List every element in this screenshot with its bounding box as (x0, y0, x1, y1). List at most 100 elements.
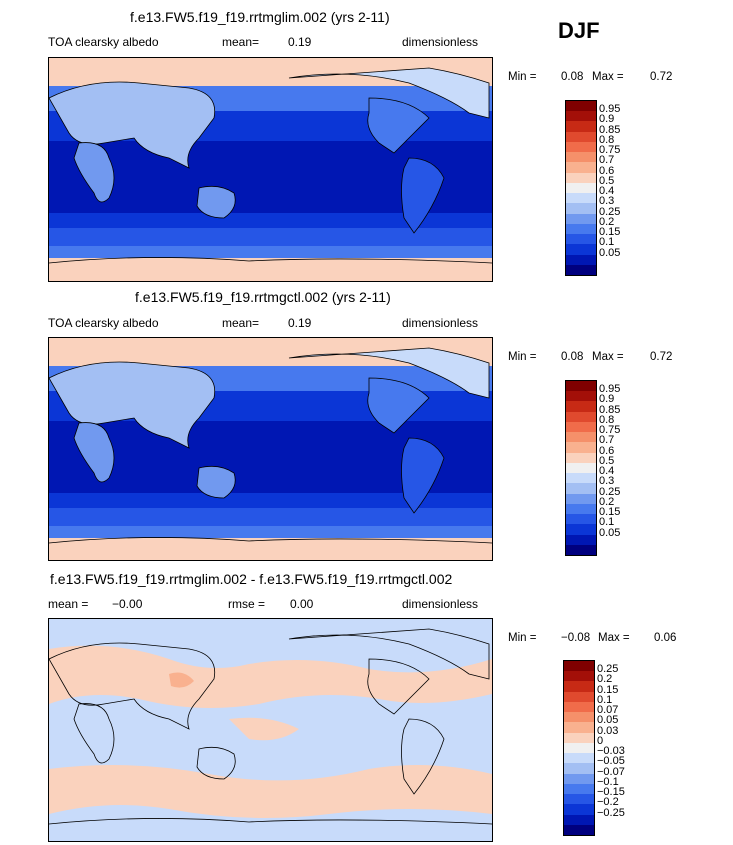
panel2-colorbar (565, 380, 597, 556)
colorbar-tick-label: 0.4 (599, 185, 615, 198)
colorbar-tick-label: 0.6 (599, 444, 615, 457)
colorbar-tick-label: 0.25 (599, 485, 621, 498)
p2-south-america (401, 437, 445, 514)
p3-africa-outline (73, 703, 115, 764)
p2-band-sh-high (49, 508, 492, 526)
colorbar-tick-label: 0.75 (599, 144, 621, 157)
colorbar-segment (566, 152, 596, 163)
p3-pos-band-north (49, 645, 492, 708)
colorbar-tick-label: −0.15 (597, 786, 625, 799)
colorbar-tick-label: 0.5 (599, 174, 615, 187)
colorbar-tick-label: −0.25 (597, 806, 625, 819)
colorbar-segment (564, 804, 594, 815)
colorbar-segment (566, 534, 596, 545)
p1-band-sh-high (49, 228, 492, 246)
colorbar-segment (564, 763, 594, 774)
p1-band-antarctica (49, 258, 492, 281)
colorbar-tick-label: 0.3 (599, 475, 615, 488)
colorbar-segment (566, 101, 596, 112)
panel1-map (48, 57, 493, 282)
panel2-mean-value: 0.19 (288, 316, 312, 330)
panel2-units: dimensionless (402, 316, 479, 330)
panel3-colorbar-ticks: 0.25 0.2 0.15 0.1 0.07 0.05 0.03 0 −0.03 −0.05 −0.… (597, 660, 642, 834)
colorbar-segment (566, 182, 596, 194)
p2-north-america-north (288, 347, 490, 399)
p3-antarctic-coast (49, 818, 492, 825)
colorbar-segment (566, 493, 596, 504)
panel1-colorbar (565, 100, 597, 276)
panel1-title: f.e13.FW5.f19_f19.rrtmglim.002 (yrs 2-11… (130, 9, 390, 25)
colorbar-tick-label: 0 (597, 734, 604, 747)
panel3-min-label: Min = (508, 632, 537, 644)
colorbar-tick-label: 0.15 (599, 226, 621, 239)
colorbar-segment (566, 421, 596, 433)
colorbar-segment (566, 483, 596, 494)
panel1-units: dimensionless (402, 35, 479, 49)
colorbar-segment (566, 411, 596, 422)
colorbar-tick-label: 0.1 (599, 516, 615, 529)
colorbar-tick-label: 0.15 (599, 506, 621, 519)
colorbar-segment (564, 753, 594, 764)
colorbar-tick-label: 0.85 (599, 123, 621, 136)
p1-south-america (401, 157, 445, 234)
colorbar-tick-label: 0.2 (599, 495, 615, 508)
panel2-variable-label: TOA clearsky albedo (48, 316, 159, 330)
colorbar-tick-label: 0.1 (597, 693, 613, 706)
p2-band-sh-mid (49, 493, 492, 508)
panel3-min-value: −0.08 (561, 632, 591, 644)
p2-band-southern-ocean (49, 526, 492, 538)
colorbar-segment (564, 671, 594, 682)
colorbar-tick-label: −0.1 (597, 775, 619, 788)
panel3-mean-label: mean = (48, 597, 89, 611)
panel1-mean-label: mean= (222, 35, 260, 49)
panel2-min-label: Min = (508, 351, 537, 363)
colorbar-tick-label: −0.03 (597, 745, 625, 758)
colorbar-tick-label: 0.75 (599, 424, 621, 437)
p1-australia (196, 185, 236, 219)
colorbar-tick-label: 0.05 (599, 526, 621, 539)
panel2-min-value: 0.08 (561, 351, 584, 363)
colorbar-tick-label: 0.25 (599, 205, 621, 218)
colorbar-segment (564, 701, 594, 713)
colorbar-segment (566, 172, 596, 183)
p1-north-america (367, 97, 430, 154)
p2-antarctic-coast (49, 537, 492, 544)
colorbar-segment (564, 661, 594, 672)
colorbar-tick-label: 0.9 (599, 393, 615, 406)
p1-band-southern-ocean (49, 246, 492, 258)
p2-africa (73, 422, 115, 483)
p1-eurasia-africa-west (49, 81, 216, 169)
colorbar-tick-label: 0.2 (599, 215, 615, 228)
colorbar-tick-label: 0.2 (597, 673, 613, 686)
panel3-rmse-label: rmse = (228, 597, 266, 611)
p3-eurasia-outline (49, 642, 216, 730)
colorbar-segment (566, 452, 596, 463)
p2-australia (196, 465, 236, 499)
colorbar-tick-label: 0.8 (599, 133, 615, 146)
colorbar-segment (564, 824, 594, 835)
p3-south-america-outline (401, 718, 445, 795)
panel2-max-value: 0.72 (650, 351, 673, 363)
colorbar-segment (566, 111, 596, 122)
panel1-min-label: Min = (508, 71, 537, 83)
panel1-max-label: Max = (592, 71, 624, 83)
colorbar-segment (566, 391, 596, 402)
panel1-max-value: 0.72 (650, 71, 673, 83)
colorbar-tick-label: 0.05 (599, 246, 621, 259)
colorbar-tick-label: 0.4 (599, 465, 615, 478)
panel3-mean-value: −0.00 (112, 597, 143, 611)
panel2-max-label: Max = (592, 351, 624, 363)
colorbar-tick-label: 0.03 (597, 724, 619, 737)
colorbar-tick-label: 0.85 (599, 403, 621, 416)
panel2-title: f.e13.FW5.f19_f19.rrtmgctl.002 (yrs 2-11… (135, 289, 391, 305)
colorbar-segment (566, 131, 596, 142)
colorbar-tick-label: 0.7 (599, 434, 615, 447)
panel3-rmse-value: 0.00 (290, 597, 314, 611)
colorbar-segment (566, 462, 596, 474)
p2-north-america (367, 377, 430, 434)
colorbar-segment (566, 381, 596, 392)
panel2-map (48, 337, 493, 561)
panel3-title: f.e13.FW5.f19_f19.rrtmglim.002 - f.e13.F… (50, 571, 453, 587)
colorbar-segment (566, 203, 596, 214)
panel3-colorbar (563, 660, 595, 836)
